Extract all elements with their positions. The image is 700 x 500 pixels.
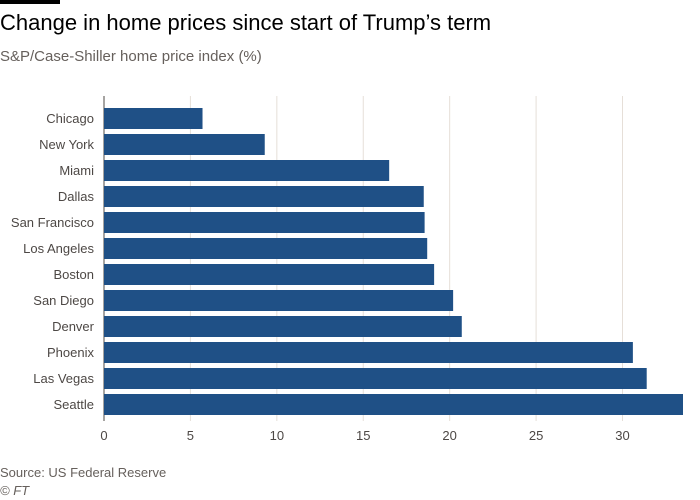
- chart-subtitle: S&P/Case-Shiller home price index (%): [0, 48, 262, 65]
- chart-title: Change in home prices since start of Tru…: [0, 10, 492, 35]
- bar-los-angeles: [104, 238, 428, 259]
- x-tick-label: 30: [615, 428, 629, 443]
- category-label: Denver: [52, 319, 95, 334]
- x-tick-label: 5: [187, 428, 194, 443]
- brand-rule: [0, 0, 60, 4]
- source-note: Source: US Federal Reserve: [0, 465, 167, 480]
- category-label: Chicago: [46, 111, 94, 126]
- category-label: Los Angeles: [23, 241, 94, 256]
- x-tick-label: 15: [356, 428, 370, 443]
- category-label: New York: [39, 137, 94, 152]
- category-label: San Francisco: [11, 215, 94, 230]
- bar-san-diego: [104, 290, 454, 311]
- category-label: Miami: [59, 163, 94, 178]
- category-label: Las Vegas: [33, 371, 94, 386]
- x-tick-label: 10: [270, 428, 284, 443]
- bar-layer: [104, 108, 683, 415]
- bar-boston: [104, 264, 435, 285]
- category-label: Phoenix: [47, 345, 94, 360]
- bar-chicago: [104, 108, 203, 129]
- bar-phoenix: [104, 342, 633, 363]
- bar-denver: [104, 316, 462, 337]
- copyright-credit: © FT: [0, 483, 30, 498]
- x-tick-label: 20: [442, 428, 456, 443]
- bar-seattle: [104, 394, 683, 415]
- bar-new-york: [104, 134, 265, 155]
- x-tick-label: 25: [529, 428, 543, 443]
- category-label: Dallas: [58, 189, 95, 204]
- bar-dallas: [104, 186, 424, 207]
- bar-miami: [104, 160, 390, 181]
- category-label: Boston: [54, 267, 94, 282]
- x-tick-label: 0: [100, 428, 107, 443]
- bar-las-vegas: [104, 368, 647, 389]
- category-label: Seattle: [54, 397, 94, 412]
- bar-san-francisco: [104, 212, 425, 233]
- category-labels: Chicago New York Miami Dallas San Francisco L…: [11, 111, 95, 412]
- tick-labels: 0 5 10 15 20 25 30: [100, 428, 629, 443]
- category-label: San Diego: [33, 293, 94, 308]
